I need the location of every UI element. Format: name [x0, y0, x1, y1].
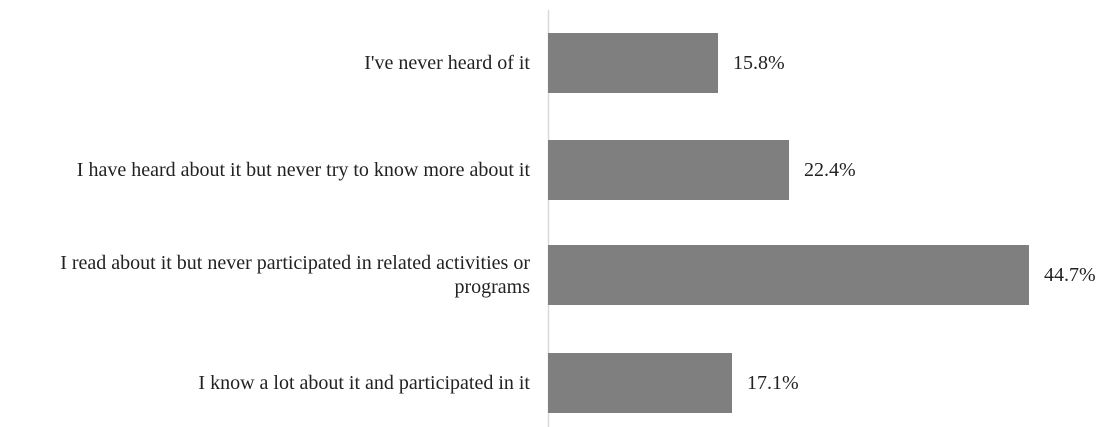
category-label: I know a lot about it and participated i…: [198, 372, 530, 394]
bar: [548, 33, 719, 93]
value-label: 17.1%: [746, 372, 799, 394]
category-label: I have heard about it but never try to k…: [76, 159, 530, 181]
category-label: I read about it but never participated i…: [60, 252, 530, 298]
value-label: 22.4%: [804, 159, 856, 181]
bar: [548, 353, 732, 413]
value-label: 15.8%: [733, 52, 785, 74]
value-label: 44.7%: [1043, 264, 1096, 286]
bar: [548, 140, 790, 200]
bar: [548, 245, 1029, 305]
category-label: I've never heard of it: [364, 52, 530, 74]
